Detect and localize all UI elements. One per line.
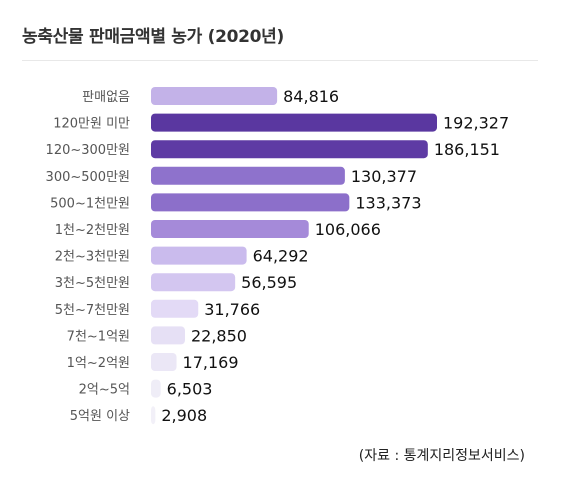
value-label: 192,327 [443, 114, 509, 133]
category-label: 3천~5천만원 [55, 276, 130, 291]
bar [151, 273, 236, 292]
bar [151, 140, 428, 159]
bar [151, 87, 278, 105]
bar [151, 326, 185, 345]
bar [151, 166, 345, 185]
category-label: 1억~2억원 [67, 356, 130, 371]
bar [151, 246, 247, 265]
category-label: 500~1천만원 [50, 196, 130, 211]
category-label: 2억~5억 [79, 383, 130, 398]
category-label: 1천~2천만원 [55, 223, 130, 238]
category-label: 판매없음 [82, 90, 130, 105]
category-label: 5억원 이상 [70, 409, 130, 424]
category-label: 2천~3천만원 [55, 250, 130, 265]
value-label: 133,373 [355, 193, 421, 212]
value-label: 186,151 [434, 140, 500, 159]
value-label: 2,908 [161, 406, 207, 425]
bar [151, 193, 350, 212]
source-note: (자료 : 통계지리정보서비스) [358, 448, 525, 464]
category-label: 5천~7천만원 [55, 303, 130, 318]
value-label: 84,816 [283, 87, 339, 106]
bar [151, 353, 177, 371]
bar [151, 220, 309, 238]
value-label: 106,066 [315, 220, 381, 239]
bar [151, 113, 437, 132]
title-divider [22, 60, 538, 61]
bar [151, 406, 156, 425]
chart-title: 농축산물 판매금액별 농가 (2020년) [22, 27, 284, 47]
bar [151, 379, 161, 398]
value-label: 56,595 [241, 273, 297, 292]
value-label: 130,377 [351, 167, 417, 186]
bar [151, 299, 199, 318]
value-label: 31,766 [204, 300, 260, 319]
category-label: 300~500만원 [46, 170, 130, 185]
category-label: 120~300만원 [46, 143, 130, 158]
value-label: 6,503 [167, 380, 213, 399]
value-label: 17,169 [183, 353, 239, 372]
value-label: 22,850 [191, 326, 247, 345]
value-label: 64,292 [253, 247, 309, 266]
category-label: 120만원 미만 [53, 117, 130, 132]
category-label: 7천~1억원 [67, 329, 130, 344]
